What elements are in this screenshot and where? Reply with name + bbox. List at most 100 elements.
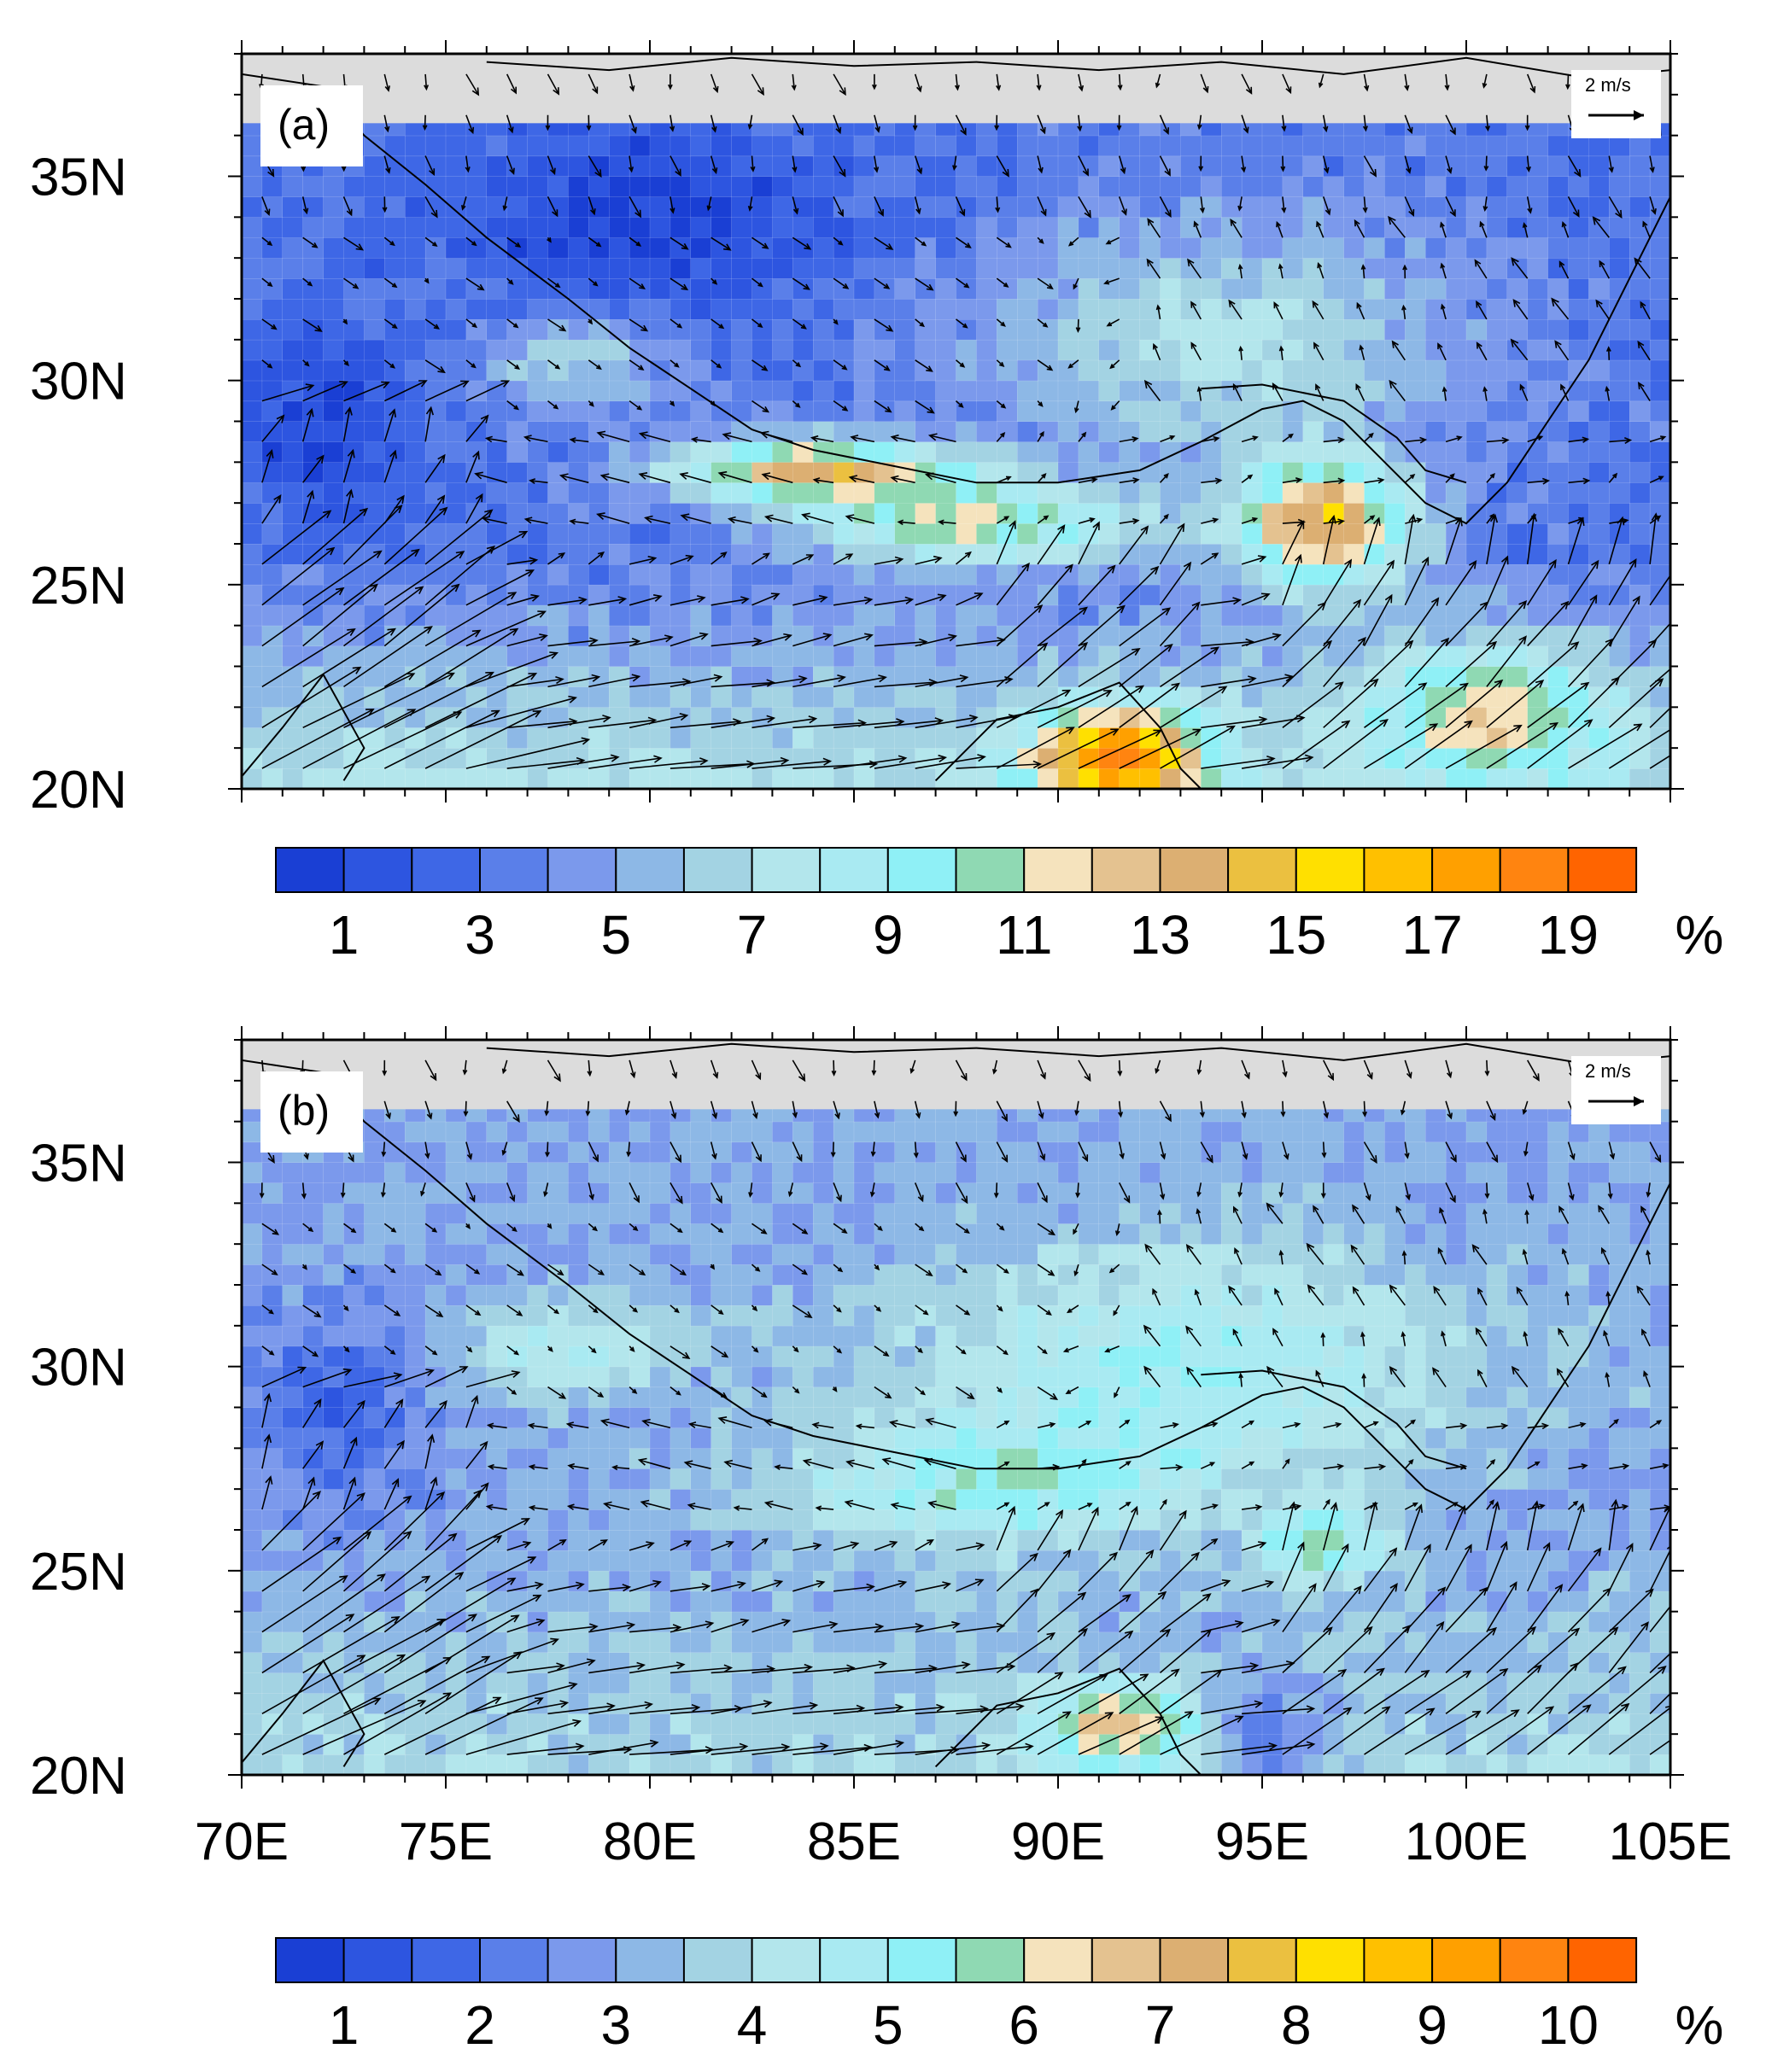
field-cell [1220,258,1243,279]
coastline-segment [242,73,1670,525]
field-cell [976,1407,997,1428]
field-cell [568,441,589,463]
field-cell [424,258,447,279]
field-cell [1078,176,1100,197]
field-cell [956,768,977,789]
wind-arrow [1281,196,1287,214]
field-cell [731,1284,752,1306]
field-cell [1609,277,1630,300]
field-cell [792,686,814,708]
field-cell [1261,563,1284,586]
field-cell [894,1223,916,1245]
field-cell [1282,645,1304,667]
field-cell [1220,1631,1243,1653]
field-cell [894,1488,916,1510]
field-cell [609,563,630,586]
field-cell [1016,1713,1038,1735]
field-cell [874,318,896,341]
field-cell [670,686,692,708]
field-cell [1220,666,1243,687]
field-cell [1343,522,1365,545]
field-cell [1384,196,1406,218]
field-cell [588,1243,610,1265]
field-cell [731,1325,752,1347]
wind-arrow [996,604,1044,647]
field-cell [1180,1672,1202,1694]
field-cell [792,748,814,769]
field-cell [1506,1652,1529,1673]
field-cell [1506,135,1529,157]
field-cell [1282,1611,1304,1633]
wind-arrow [465,569,535,606]
field-cell [1445,768,1467,789]
field-cell [1160,1264,1181,1286]
field-cell [445,584,467,606]
wind-arrow [343,236,365,251]
field-cell [1405,339,1426,361]
field-cell [506,421,529,442]
field-cell [1465,1448,1488,1469]
field-cell [1609,1529,1630,1551]
wind-arrow [465,318,478,329]
field-cell [1220,359,1243,382]
field-cell [1016,400,1038,423]
field-cell [1139,1590,1161,1613]
field-cell [405,1407,426,1428]
field-cell [1649,1264,1670,1286]
field-cell [506,135,529,157]
field-cell [1098,1509,1120,1531]
wind-arrow [465,695,577,729]
field-cell [343,217,365,238]
field-cell [282,1713,304,1735]
field-cell [792,727,814,749]
field-cell [1343,359,1365,382]
wind-arrow [547,236,552,243]
field-cell [1098,421,1120,442]
field-cell [405,768,426,789]
field-cell [323,277,345,300]
field-cell [261,1652,284,1673]
field-cell [1180,1631,1202,1653]
field-cell [772,339,793,361]
wind-arrow [996,318,1006,327]
field-cell [1016,258,1038,279]
wind-arrow [1119,728,1202,769]
field-cell [1445,339,1467,361]
field-cell [527,584,548,606]
field-cell [690,1264,712,1286]
field-cell [1078,1407,1100,1428]
field-cell [364,1488,385,1510]
field-cell [445,686,467,708]
field-cell [445,1366,467,1388]
field-cell [1323,604,1345,627]
field-cell [1506,1427,1529,1449]
field-cell [751,217,773,238]
field-cell [874,1754,896,1775]
field-cell [486,768,508,789]
wind-arrow [1486,680,1545,728]
field-cell [710,1733,733,1755]
field-cell [323,298,345,320]
field-cell [670,1529,692,1551]
wind-arrow [680,513,711,524]
field-cell [1424,666,1447,687]
field-cell [1098,1304,1120,1327]
field-cell [1364,1284,1385,1306]
field-cell [364,217,385,238]
field-cell [1201,318,1222,341]
wind-arrow [833,596,874,606]
field-cell [1057,298,1079,320]
field-cell [1180,237,1202,259]
field-cell [690,277,712,300]
field-cell [568,176,589,197]
field-cell [1547,1304,1569,1327]
field-cell [792,135,814,157]
wind-arrow [792,674,846,688]
field-cell [1241,666,1263,687]
field-cell [629,380,651,402]
wind-arrow [629,400,643,411]
wind-arrow [1355,382,1365,401]
field-cell [1180,318,1202,341]
wind-arrow [1119,525,1149,565]
field-cell [1343,298,1365,320]
